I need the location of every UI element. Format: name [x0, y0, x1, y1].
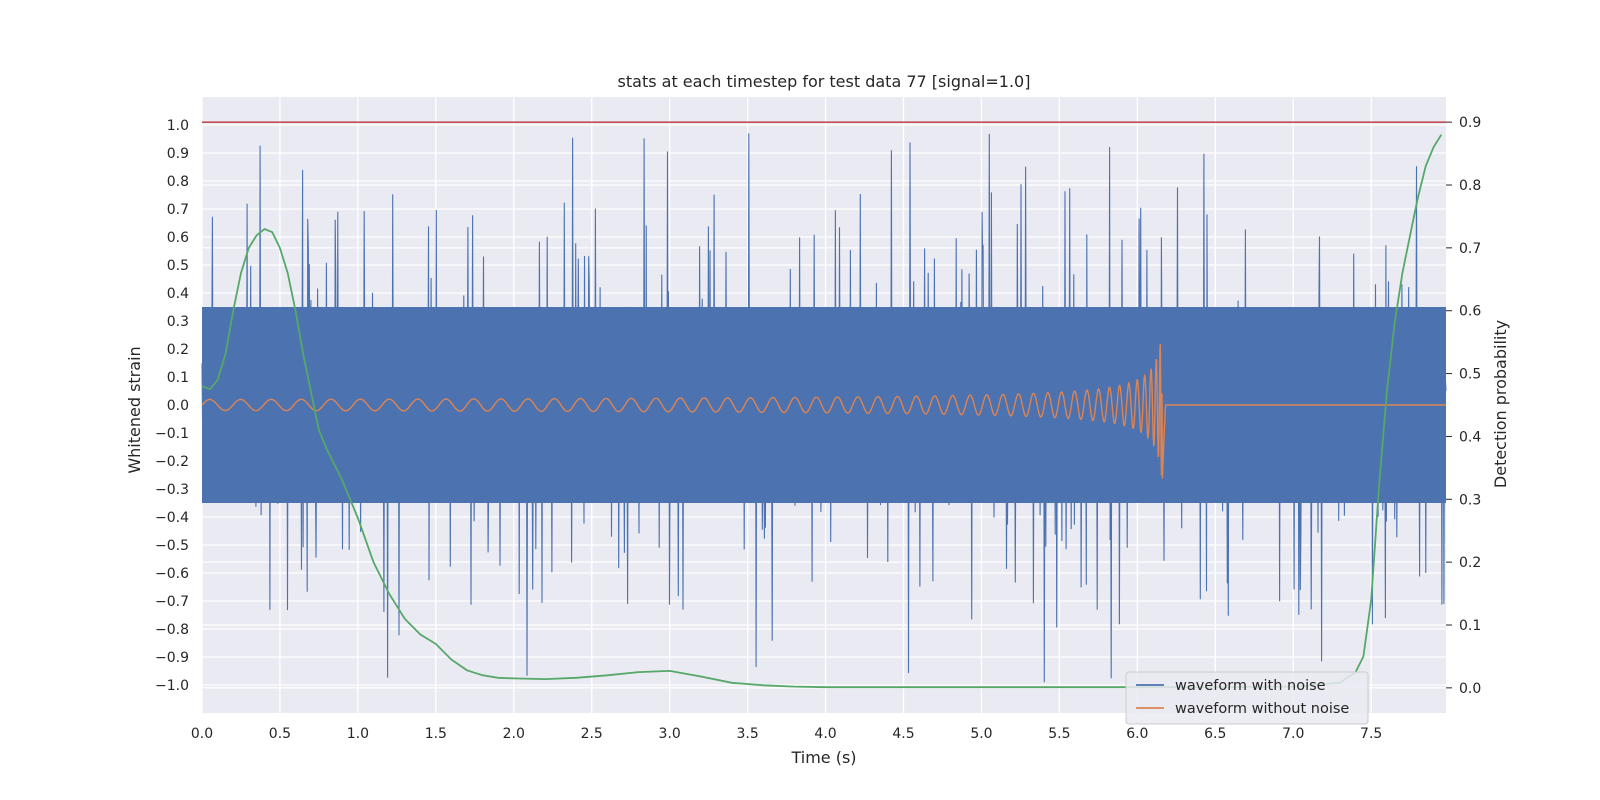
noisy-waveform-line: [201, 133, 1447, 683]
y-tick-label: −1.0: [155, 678, 189, 694]
x-tick-label: 1.5: [425, 726, 447, 742]
y2-tick-label: 0.7: [1459, 241, 1481, 257]
x-tick-label: 6.5: [1204, 726, 1226, 742]
y-tick-label: 0.6: [167, 230, 189, 246]
y-tick-label: −0.7: [155, 594, 189, 610]
y-tick-label: −0.5: [155, 538, 189, 554]
y2-tick-label: 0.5: [1459, 367, 1481, 383]
x-tick-label: 3.0: [659, 726, 681, 742]
y2-tick-label: 0.3: [1459, 492, 1481, 508]
y2-tick-label: 0.1: [1459, 618, 1481, 634]
y2-tick-label: 0.0: [1459, 681, 1481, 697]
y-tick-label: −0.1: [155, 426, 189, 442]
x-tick-label: 3.5: [736, 726, 758, 742]
x-tick-label: 4.5: [892, 726, 914, 742]
y-axis-label: Whitened strain: [125, 346, 144, 473]
clean-waveform-series: [201, 343, 1446, 479]
x-tick-label: 5.5: [1048, 726, 1070, 742]
legend-box: [1125, 671, 1369, 725]
y-tick-label: 0.9: [167, 146, 189, 162]
x-tick-label: 4.0: [814, 726, 836, 742]
y-tick-label: −0.3: [155, 482, 189, 498]
y-tick-label: 0.4: [167, 286, 189, 302]
detection-probability-series: [201, 134, 1443, 689]
x-tick-label: 7.5: [1360, 726, 1382, 742]
x-tick-label: 2.0: [503, 726, 525, 742]
y-tick-label: 0.8: [167, 174, 189, 190]
x-axis-ticks: 0.0 0.5 1.0 1.5 2.0 2.5 3.0 3.5 4.0 4.5 5.0 5.5 6.0 6…: [191, 726, 1382, 742]
y-tick-label: −0.4: [155, 510, 189, 526]
y-tick-label: −0.9: [155, 650, 189, 666]
y-tick-label: 0.7: [167, 202, 189, 218]
x-tick-label: 7.0: [1282, 726, 1304, 742]
y2-tick-label: 0.8: [1459, 178, 1481, 194]
x-axis-label: Time (s): [790, 748, 856, 767]
x-tick-label: 0.0: [191, 726, 213, 742]
y2-axis-ticks: 0.9 0.8 0.7 0.6 0.5 0.4 0.3 0.2 0.1 0.0: [1446, 115, 1481, 697]
y-tick-label: 0.1: [167, 370, 189, 386]
y-tick-label: −0.6: [155, 566, 189, 582]
y2-tick-label: 0.9: [1459, 115, 1481, 131]
y-tick-label: −0.2: [155, 454, 189, 470]
y-tick-label: 1.0: [167, 118, 189, 134]
y-tick-label: 0.0: [167, 398, 189, 414]
legend: waveform with noise waveform without noi…: [1125, 671, 1369, 725]
x-tick-label: 0.5: [269, 726, 291, 742]
y-tick-label: −0.8: [155, 622, 189, 638]
x-tick-label: 2.5: [581, 726, 603, 742]
x-tick-label: 6.0: [1126, 726, 1148, 742]
legend-label-clean: waveform without noise: [1175, 701, 1349, 717]
y2-tick-label: 0.6: [1459, 304, 1481, 320]
chart-title: stats at each timestep for test data 77 …: [618, 72, 1031, 91]
legend-label-noisy: waveform with noise: [1175, 678, 1326, 694]
y2-tick-label: 0.4: [1459, 429, 1481, 445]
y-tick-label: 0.2: [167, 342, 189, 358]
clean-waveform-line: [201, 343, 1446, 479]
y-axis-ticks: 1.0 0.9 0.8 0.7 0.6 0.5 0.4 0.3 0.2 0.1 0.0 −0.1 −0.…: [155, 118, 189, 694]
x-tick-label: 1.0: [347, 726, 369, 742]
y-tick-label: 0.5: [167, 258, 189, 274]
y2-axis-label: Detection probability: [1491, 320, 1510, 488]
y2-tick-label: 0.2: [1459, 555, 1481, 571]
x-tick-label: 5.0: [970, 726, 992, 742]
y-tick-label: 0.3: [167, 314, 189, 330]
detection-probability-line: [201, 134, 1443, 689]
